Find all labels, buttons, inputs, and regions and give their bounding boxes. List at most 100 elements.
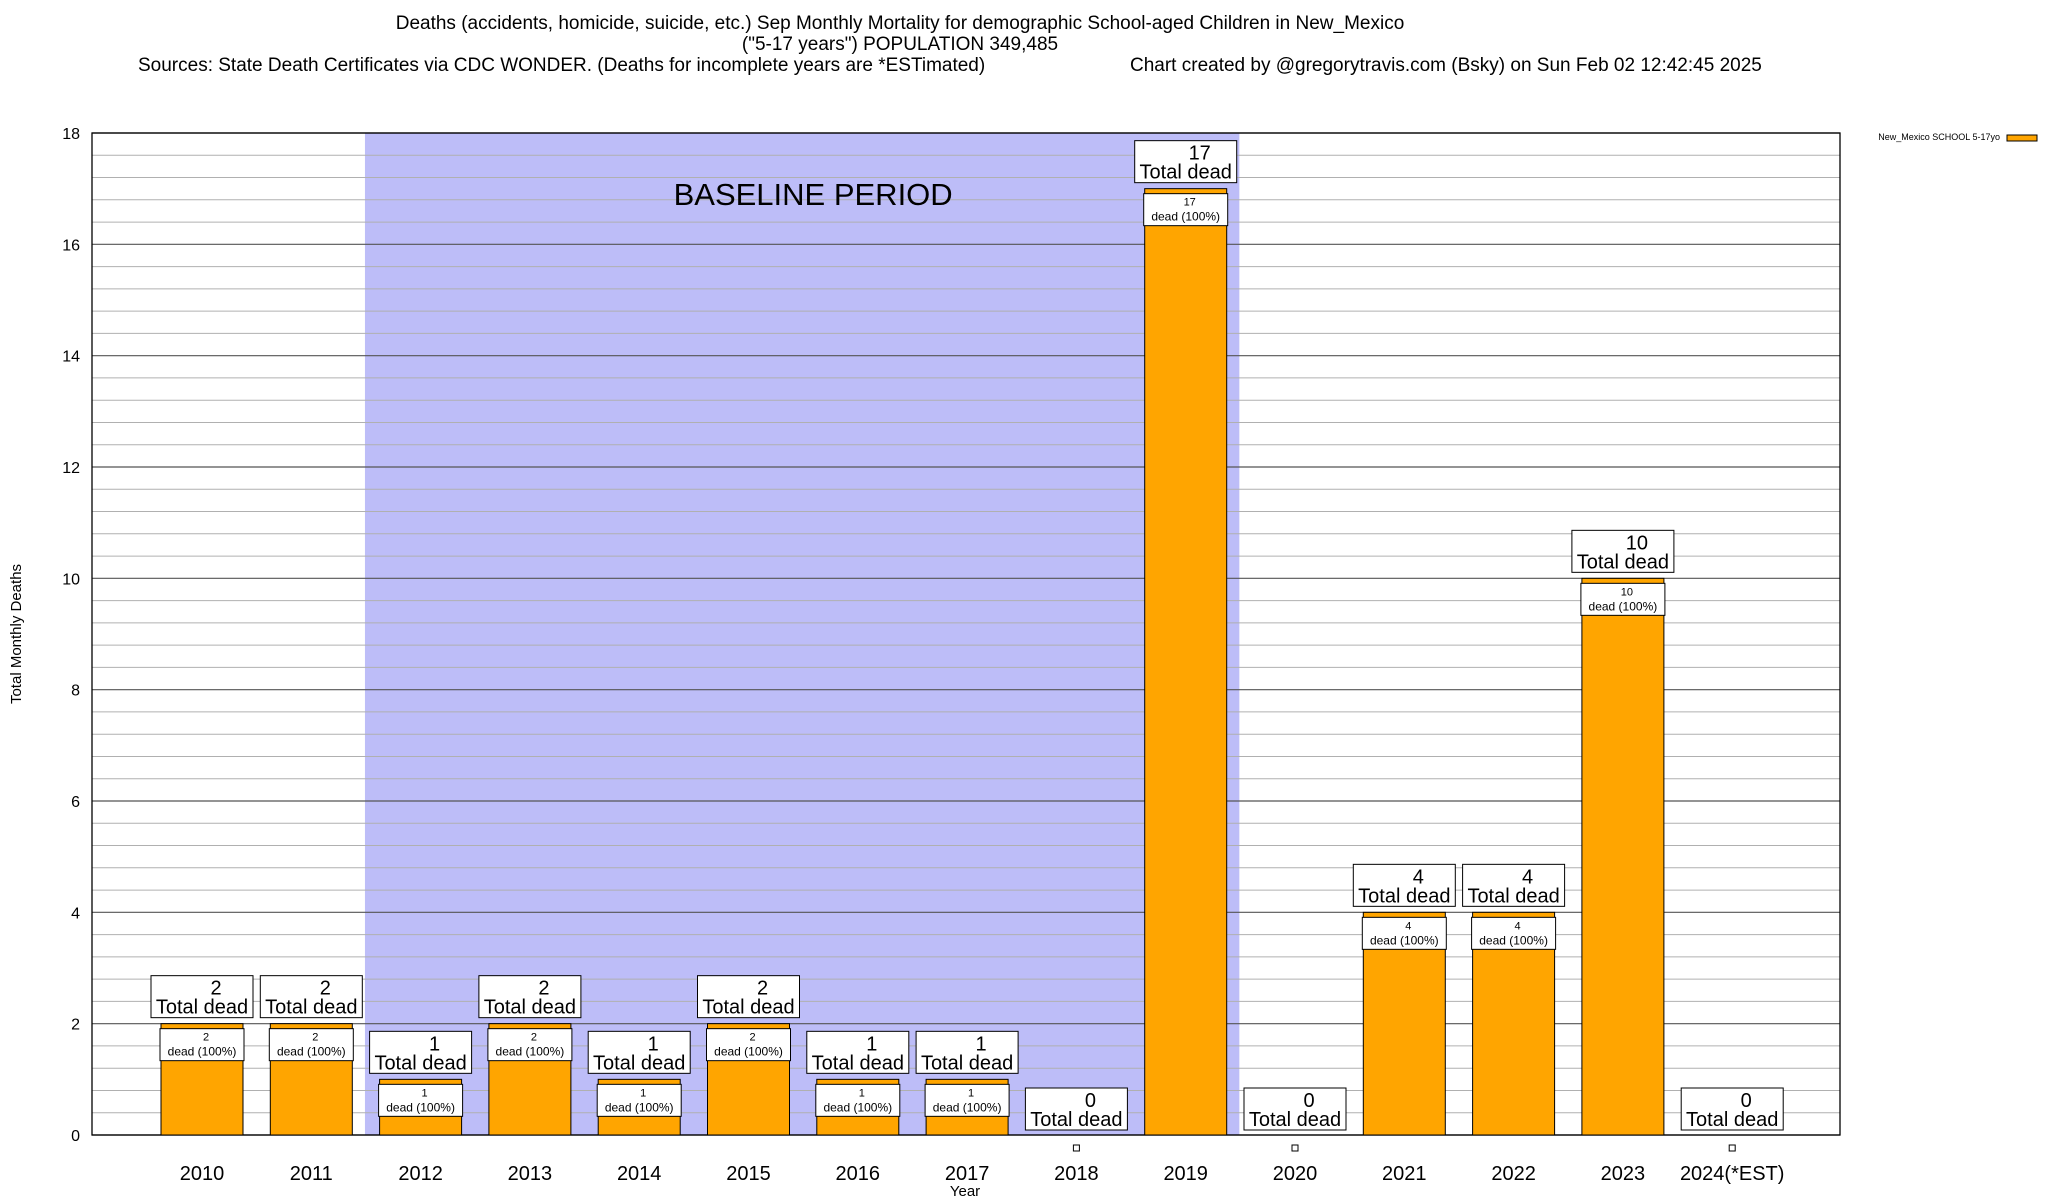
bar-inner-value: 1 [968, 1087, 974, 1099]
bar-total-value: 1 [866, 1033, 877, 1055]
bar-total-label-box [697, 975, 800, 1019]
x-tick-label: 2013 [508, 1163, 553, 1185]
bar-total-label: Total dead [702, 997, 794, 1019]
bar-total-label: Total dead [265, 997, 357, 1019]
bar-inner-label-box [487, 1028, 573, 1062]
bar-inner-label: dead (100%) [714, 1045, 783, 1059]
bar-inner-label-box [1361, 916, 1447, 950]
y-axis-title: Total Monthly Deaths [8, 564, 25, 704]
bar [1581, 577, 1665, 1136]
bar-inner-label: dead (100%) [1479, 933, 1548, 947]
bar-inner-value: 2 [531, 1032, 537, 1044]
bar-inner-label: dead (100%) [933, 1100, 1002, 1114]
bar-total-label: Total dead [484, 997, 576, 1019]
bar-inner-label: dead (100%) [1151, 210, 1220, 224]
bar-total-label-box [915, 1030, 1019, 1074]
legend-label: New_Mexico SCHOOL 5-17yo [1878, 132, 2000, 142]
bar-total-value: 4 [1413, 866, 1424, 888]
bar-total-label-box [1134, 140, 1238, 184]
chart-subtitle: ("5-17 years") POPULATION 349,485 [741, 34, 1059, 55]
bar-inner-label: dead (100%) [496, 1045, 565, 1059]
y-tick-label: 16 [62, 237, 80, 254]
bar-total-label-box [1462, 863, 1566, 907]
bar-inner-label-box [924, 1083, 1010, 1117]
x-tick-label: 2017 [945, 1163, 990, 1185]
bar-total-label-box [259, 975, 363, 1019]
bar-inner-label: dead (100%) [823, 1100, 892, 1114]
bar-total-label: Total dead [593, 1052, 685, 1074]
bar-inner-label-box [268, 1028, 354, 1062]
bar-inner-value: 2 [312, 1032, 318, 1044]
y-tick-label: 14 [62, 349, 80, 366]
bar-total-value: 0 [1741, 1090, 1752, 1112]
bar-inner-value: 1 [422, 1087, 428, 1099]
chart-credit: Chart created by @gregorytravis.com (Bsk… [1130, 55, 1762, 76]
bar-inner-label: dead (100%) [605, 1100, 674, 1114]
bar-total-label: Total dead [812, 1052, 904, 1074]
y-tick-label: 4 [71, 905, 80, 922]
x-tick-label: 2019 [1163, 1163, 1208, 1185]
x-tick-label: 2023 [1601, 1163, 1646, 1185]
bar-inner-label-box [596, 1083, 682, 1117]
bar-total-value: 10 [1626, 532, 1648, 554]
bar-total-label-box [150, 975, 254, 1019]
bar-inner-label-box [1471, 916, 1557, 950]
bar-inner-label-box [1580, 582, 1666, 616]
zero-marker [1072, 1144, 1080, 1152]
bar-total-label: Total dead [1249, 1109, 1341, 1131]
bar-inner-value: 1 [640, 1087, 646, 1099]
x-tick-label: 2018 [1054, 1163, 1099, 1185]
x-tick-label: 2024(*EST) [1680, 1163, 1785, 1185]
bar-total-label: Total dead [1140, 162, 1232, 184]
x-tick-label: 2022 [1491, 1163, 1536, 1185]
bar [1144, 188, 1228, 1136]
bar-total-label: Total dead [921, 1052, 1013, 1074]
bar-total-value: 1 [429, 1033, 440, 1055]
zero-marker [1291, 1144, 1299, 1152]
bar-total-value: 2 [320, 978, 331, 1000]
chart-title: Deaths (accidents, homicide, suicide, et… [395, 13, 1405, 34]
bar-inner-label: dead (100%) [1370, 933, 1439, 947]
bar-total-label-box [1352, 863, 1456, 907]
bar-inner-label: dead (100%) [168, 1045, 237, 1059]
x-tick-label: 2010 [180, 1163, 225, 1185]
bar-total-value: 2 [210, 978, 221, 1000]
x-tick-label: 2020 [1273, 1163, 1318, 1185]
y-tick-label: 2 [71, 1017, 80, 1034]
bar-total-label-box [1571, 529, 1675, 573]
bar-total-value: 1 [976, 1033, 987, 1055]
bar-total-label: Total dead [374, 1052, 466, 1074]
bar-inner-label-box [378, 1083, 464, 1117]
legend-swatch [2006, 134, 2038, 142]
y-tick-label: 12 [62, 460, 80, 477]
baseline-period-label: BASELINE PERIOD [674, 177, 953, 212]
bar-total-value: 0 [1303, 1090, 1314, 1112]
bar-total-label: Total dead [1686, 1109, 1778, 1131]
bar-inner-label-box [159, 1028, 245, 1062]
y-tick-label: 18 [62, 126, 80, 143]
bar-inner-label-box [1143, 193, 1229, 227]
bar-inner-value: 2 [203, 1032, 209, 1044]
bar-total-label: Total dead [1030, 1109, 1122, 1131]
y-tick-label: 6 [71, 794, 80, 811]
bar-total-label: Total dead [1358, 885, 1450, 907]
bar-total-label-box [587, 1030, 691, 1074]
bar-total-label: Total dead [156, 997, 248, 1019]
bar-total-value: 1 [648, 1033, 659, 1055]
bar-total-label-box [806, 1030, 910, 1074]
bar-total-label-box [478, 975, 582, 1019]
bar-total-label: Total dead [1467, 885, 1559, 907]
bar-inner-value: 1 [859, 1087, 865, 1099]
y-tick-label: 8 [71, 683, 80, 700]
zero-marker [1728, 1144, 1736, 1152]
bar-total-label: Total dead [1577, 551, 1669, 573]
bar-inner-label: dead (100%) [386, 1100, 455, 1114]
chart-sources: Sources: State Death Certificates via CD… [138, 55, 986, 76]
bar-total-value: 2 [538, 978, 549, 1000]
x-tick-label: 2016 [836, 1163, 881, 1185]
bar-total-label-box [1680, 1087, 1784, 1131]
bar-inner-value: 2 [749, 1032, 755, 1044]
baseline-shade [364, 133, 1240, 1135]
bar-total-label-box [369, 1030, 473, 1074]
